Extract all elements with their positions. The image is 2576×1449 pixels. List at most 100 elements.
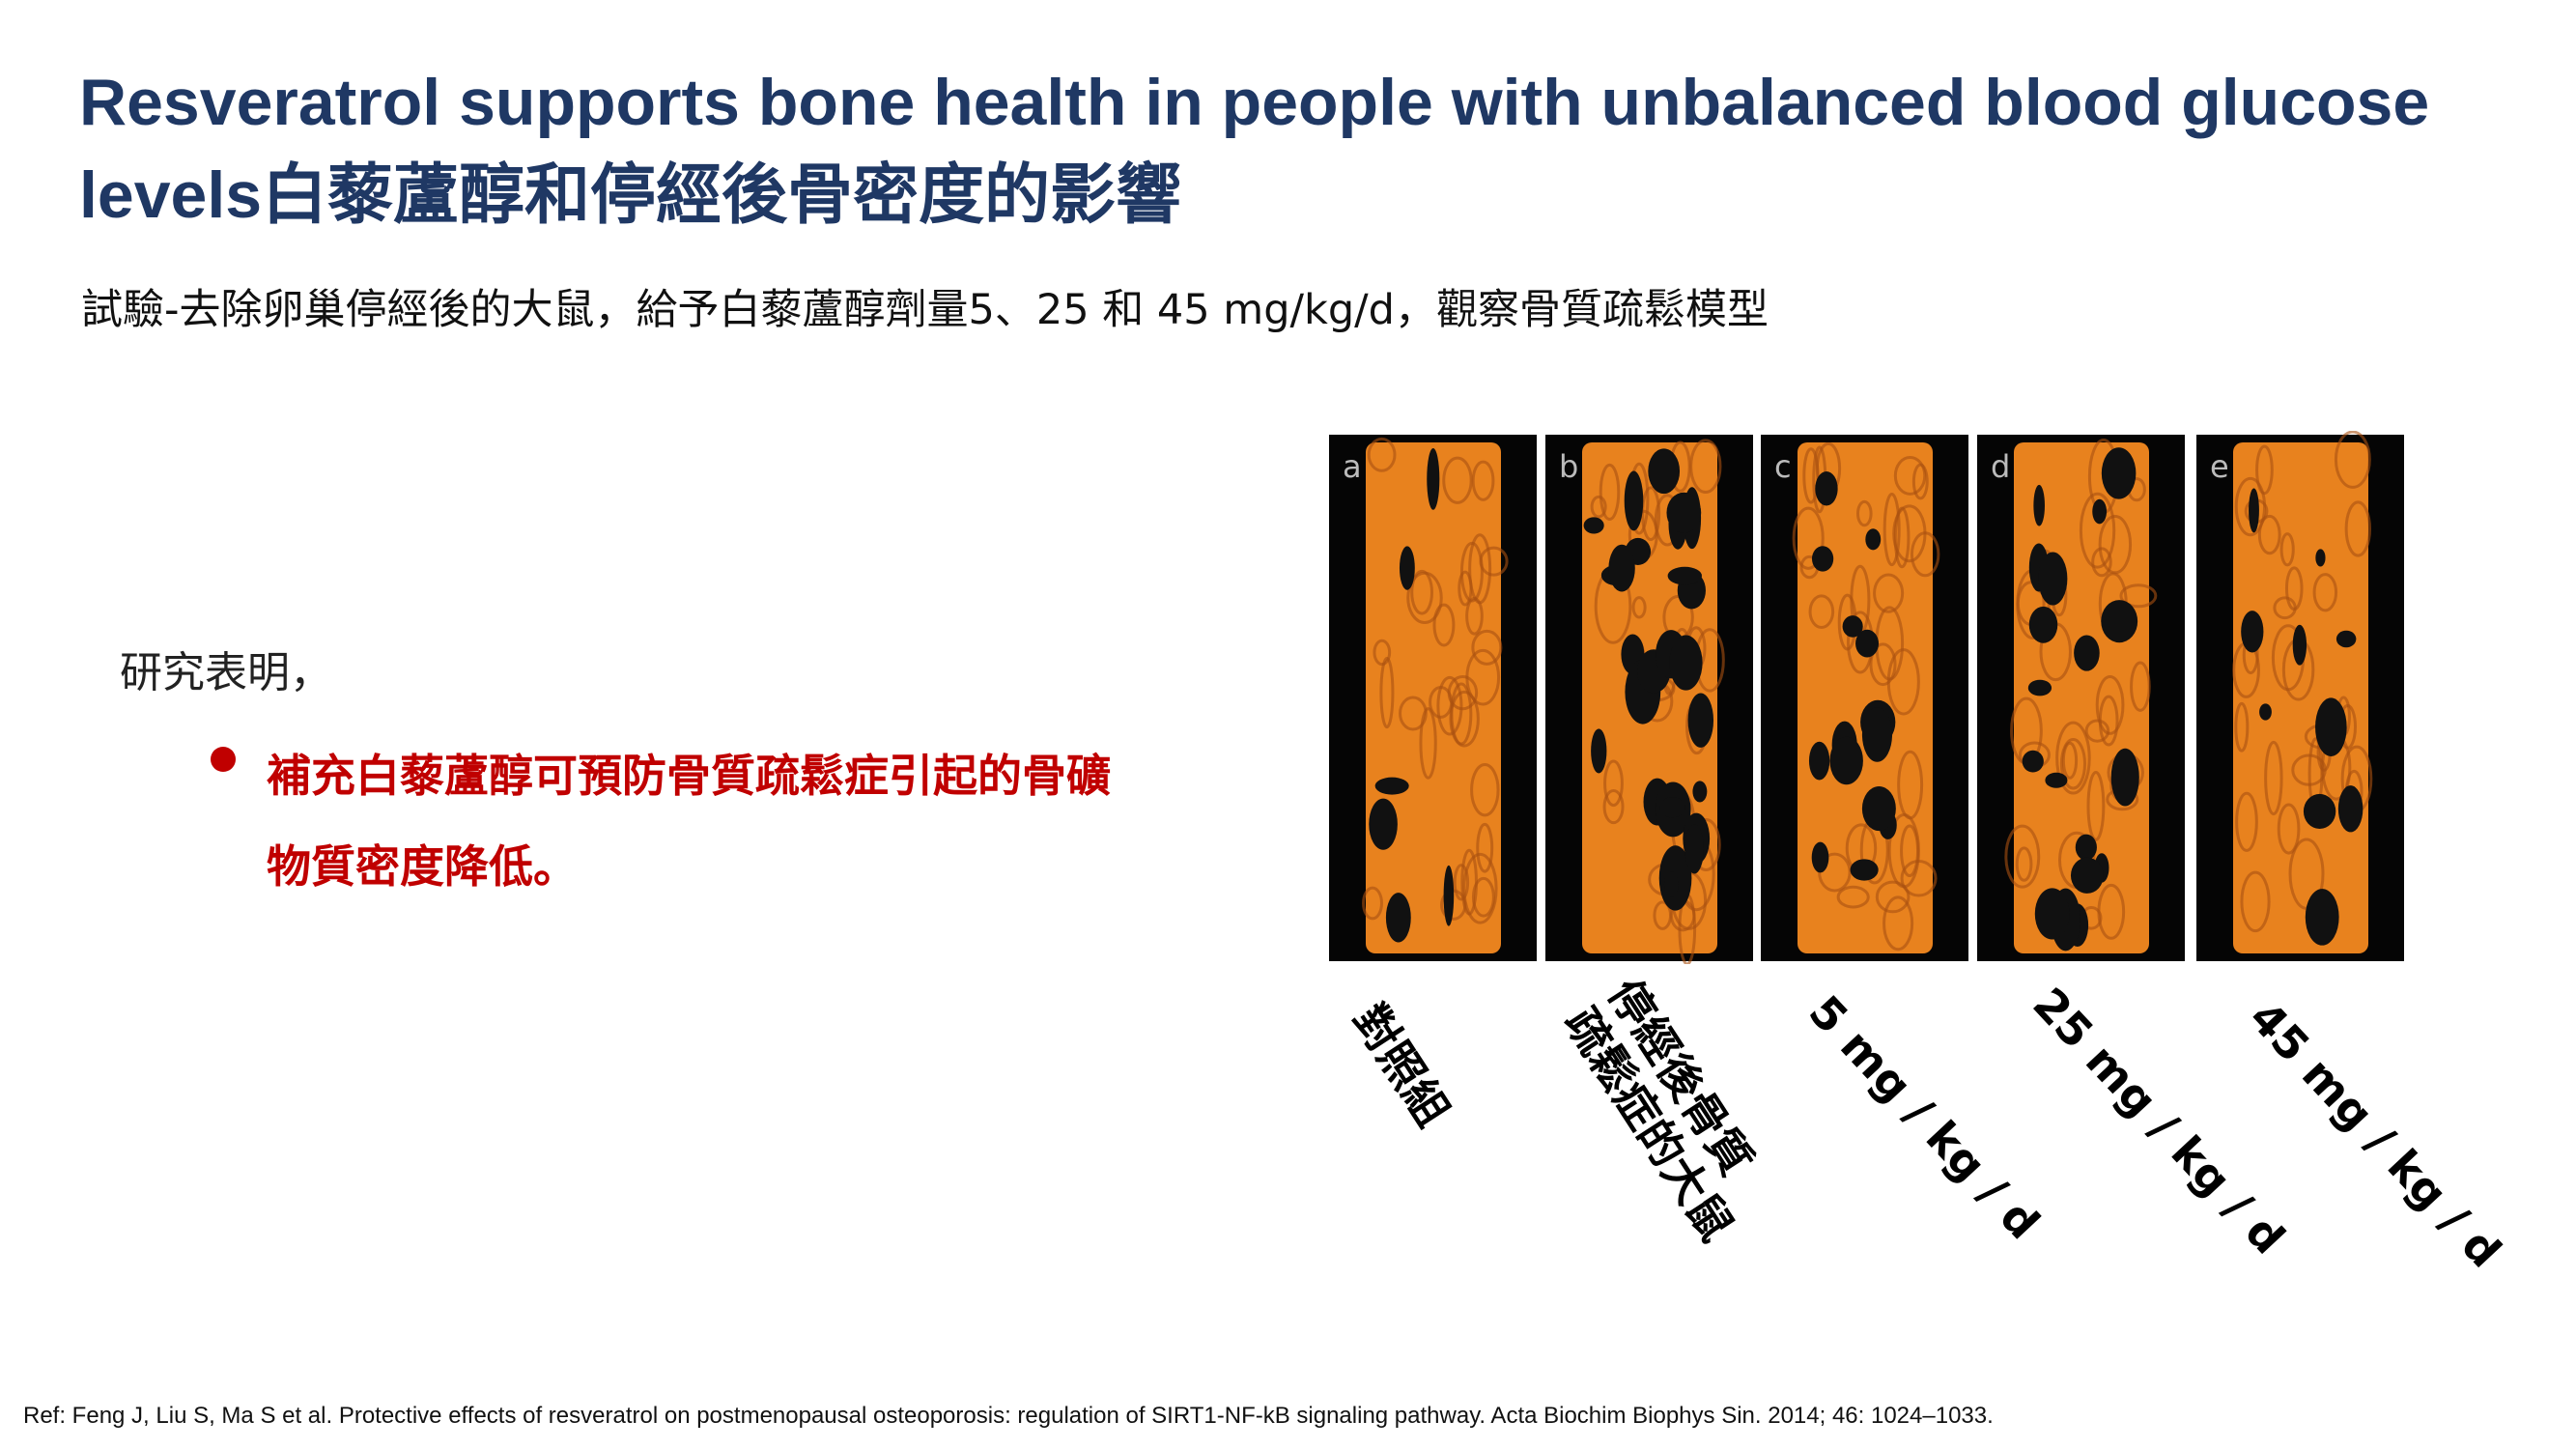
bone-texture	[2084, 719, 2110, 743]
bone-texture	[1410, 569, 1433, 615]
bone-hole	[1842, 615, 1863, 638]
bone-texture	[1367, 437, 1397, 472]
panel-letter: e	[2210, 448, 2229, 485]
bone-hole	[1648, 448, 1681, 495]
bone-texture	[1432, 603, 1456, 647]
bone-hole	[1684, 823, 1704, 874]
bone-hole	[2070, 857, 2104, 894]
panel-label: 對照組	[1344, 995, 1459, 1135]
bone-texture	[1470, 763, 1500, 817]
bone-hole	[2028, 606, 2058, 643]
bone-hole	[1811, 841, 1829, 873]
bone-hole	[1855, 629, 1880, 658]
bone-hole	[1659, 797, 1685, 818]
bone-hole	[2045, 772, 2068, 788]
panel-letter: c	[1774, 448, 1792, 485]
title-line: Resveratrol supports bone health in peop…	[79, 66, 2430, 139]
bone-texture	[2061, 741, 2079, 780]
title: Resveratrol supports bone health in peop…	[79, 56, 2429, 242]
bone-texture	[1471, 460, 1495, 501]
bone-texture	[1869, 642, 1897, 687]
bone-texture	[1590, 495, 1607, 519]
bone-texture	[1873, 573, 1905, 613]
bone-texture	[1856, 499, 1873, 527]
bone-texture	[2277, 803, 2301, 855]
bone-texture	[2015, 846, 2033, 882]
bone-texture	[1471, 876, 1495, 918]
bone-hole	[1815, 470, 1838, 506]
bullet-line: 物質密度降低。	[267, 840, 578, 893]
bone-texture	[2086, 771, 2106, 841]
bone-texture	[2312, 573, 2338, 612]
bone-texture	[1399, 696, 1428, 731]
panel-letter: b	[1559, 448, 1578, 485]
bone-texture	[1419, 707, 1437, 780]
bone-hole	[2241, 611, 2264, 653]
bullet-dot	[211, 747, 236, 772]
bone-texture	[1900, 824, 1920, 878]
bone-hole	[2315, 549, 2326, 567]
bone-hole	[1669, 635, 1703, 691]
bone-texture	[2055, 721, 2091, 795]
bone-texture	[1875, 880, 1911, 914]
bone-hole	[2337, 785, 2364, 833]
bone-texture	[1468, 533, 1492, 605]
bone-texture	[2234, 476, 2267, 537]
bone-texture	[2004, 824, 2041, 889]
bone-texture	[2257, 514, 2281, 555]
bone-hole	[2074, 635, 2100, 671]
bone-texture	[1462, 852, 1498, 924]
bone-texture	[1836, 885, 1870, 909]
reference: Ref: Feng J, Liu S, Ma S et al. Protecti…	[23, 1403, 1994, 1429]
bone-hole	[1666, 492, 1702, 533]
bone-texture	[2119, 583, 2158, 609]
bone-texture	[1379, 657, 1395, 729]
panel-label: 停經後骨質 疏鬆症的大鼠	[1554, 970, 1787, 1250]
bone-texture	[1362, 886, 1383, 921]
panel: a	[1329, 435, 1537, 961]
bone-hole	[1591, 728, 1607, 774]
bone-hole	[2038, 552, 2068, 606]
bone-hole	[2305, 889, 2339, 946]
bone-texture	[2344, 500, 2372, 557]
bone-texture	[2091, 547, 2112, 578]
bone-texture	[2234, 701, 2250, 753]
bone-hole	[2034, 888, 2070, 940]
bone-texture	[1476, 822, 1494, 873]
panel-label-line: 5 mg / kg / d	[1798, 985, 2051, 1250]
bone-hole	[2249, 488, 2259, 533]
bone-hole	[2092, 498, 2108, 525]
panel: b	[1545, 435, 1753, 964]
bone-hole	[1374, 777, 1409, 795]
bone-texture	[1689, 439, 1722, 495]
bone-texture	[1808, 594, 1835, 630]
bone-texture	[1893, 456, 1927, 496]
figure: a b c d e	[1329, 431, 2404, 964]
bone-hole	[1385, 893, 1411, 943]
intro: 研究表明，	[120, 648, 332, 697]
bone-texture	[1603, 759, 1624, 808]
bone-hole	[1399, 546, 1415, 590]
bone-texture	[1373, 639, 1392, 667]
bone-hole	[1865, 528, 1882, 551]
bone-hole	[1687, 693, 1714, 748]
bone-texture	[1436, 675, 1463, 736]
bone-hole	[1861, 706, 1893, 762]
panel-label: 5 mg / kg / d	[1799, 985, 2051, 1249]
bone-hole	[2110, 748, 2139, 807]
panel-letter: a	[1343, 448, 1362, 485]
bone-texture	[2095, 675, 2125, 735]
bone-texture	[2255, 444, 2274, 496]
panel-letter: d	[1991, 448, 2010, 485]
panel: e	[2196, 431, 2404, 961]
bone-texture	[1449, 690, 1480, 748]
bone-hole	[2075, 834, 2097, 861]
bone-texture	[2235, 791, 2258, 852]
bone-hole	[1427, 447, 1440, 510]
bone-hole	[2027, 679, 2052, 696]
panel-label-line: 對照組	[1343, 995, 1460, 1136]
bone-texture	[1471, 629, 1503, 666]
bone-texture	[1602, 788, 1625, 825]
bone-hole	[2335, 630, 2357, 648]
